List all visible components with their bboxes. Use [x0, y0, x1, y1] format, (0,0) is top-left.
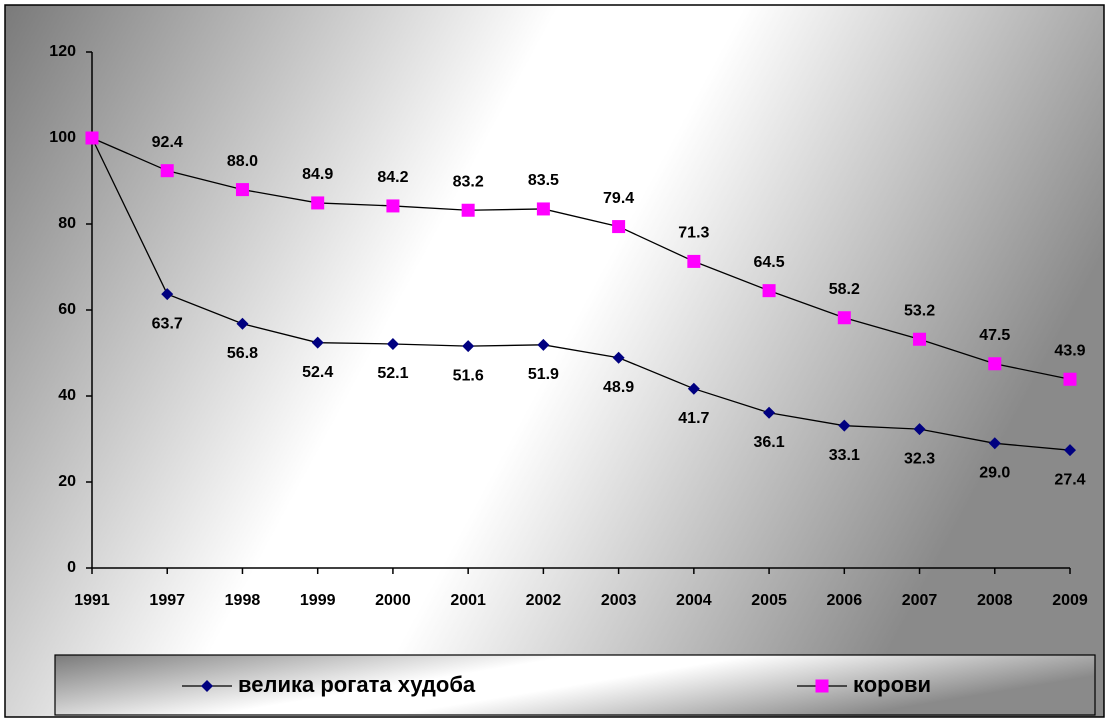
data-label: 83.5	[528, 172, 559, 189]
data-label: 83.2	[453, 173, 484, 190]
y-tick-label: 40	[58, 387, 76, 404]
y-tick-label: 0	[67, 559, 76, 576]
data-label: 36.1	[754, 434, 785, 451]
data-label: 92.4	[152, 134, 183, 151]
data-label: 29.0	[979, 465, 1010, 482]
marker	[311, 336, 324, 349]
data-label: 32.3	[904, 450, 935, 467]
marker	[988, 357, 1002, 371]
marker	[837, 311, 851, 325]
marker	[762, 284, 776, 298]
x-tick-label: 2000	[375, 592, 411, 609]
marker	[161, 288, 174, 301]
x-tick-label: 2008	[977, 592, 1013, 609]
data-label: 47.5	[979, 327, 1010, 344]
x-tick-label: 2006	[827, 592, 863, 609]
data-label: 71.3	[678, 225, 709, 242]
data-label: 48.9	[603, 379, 634, 396]
data-label: 52.1	[377, 365, 408, 382]
data-label: 63.7	[152, 315, 183, 332]
data-label: 33.1	[829, 447, 860, 464]
data-label: 58.2	[829, 281, 860, 298]
marker	[913, 332, 927, 346]
x-tick-label: 2009	[1052, 592, 1088, 609]
series-line	[91, 137, 1071, 451]
series-line	[91, 137, 1071, 380]
marker	[988, 437, 1001, 450]
marker	[235, 183, 249, 197]
x-tick-label: 1998	[225, 592, 261, 609]
legend-label: корови	[853, 672, 931, 697]
y-tick-label: 20	[58, 473, 76, 490]
legend-box	[54, 654, 1096, 716]
data-label: 88.0	[227, 153, 258, 170]
marker	[461, 203, 475, 217]
data-label: 84.2	[377, 169, 408, 186]
marker	[160, 164, 174, 178]
data-label: 53.2	[904, 302, 935, 319]
marker	[386, 199, 400, 213]
marker	[913, 423, 926, 436]
marker	[386, 337, 399, 350]
data-label: 51.9	[528, 366, 559, 383]
marker	[612, 220, 626, 234]
data-label: 43.9	[1054, 342, 1085, 359]
data-label: 64.5	[754, 254, 785, 271]
marker	[311, 196, 325, 210]
marker	[536, 202, 550, 216]
x-tick-label: 1991	[74, 592, 110, 609]
x-tick-label: 2002	[526, 592, 562, 609]
chart-background	[4, 4, 1105, 718]
legend-label: велика рогата худоба	[238, 672, 476, 697]
x-tick-label: 2007	[902, 592, 938, 609]
x-tick-label: 2005	[751, 592, 787, 609]
data-label: 79.4	[603, 190, 634, 207]
data-label: 84.9	[302, 166, 333, 183]
data-label: 51.6	[453, 367, 484, 384]
y-tick-label: 80	[58, 215, 76, 232]
marker	[612, 351, 625, 364]
x-tick-label: 1999	[300, 592, 336, 609]
marker	[687, 382, 700, 395]
marker	[687, 254, 701, 268]
marker	[1064, 444, 1076, 457]
marker	[537, 338, 550, 351]
data-label: 52.4	[302, 364, 333, 381]
marker	[763, 406, 776, 419]
y-tick-label: 100	[49, 129, 76, 146]
x-tick-label: 2003	[601, 592, 637, 609]
data-label: 27.4	[1054, 471, 1085, 488]
data-label: 41.7	[678, 410, 709, 427]
marker	[236, 317, 249, 330]
marker	[462, 340, 475, 353]
legend-marker	[201, 680, 213, 692]
marker	[85, 131, 99, 145]
marker	[1063, 372, 1077, 386]
legend-marker	[815, 679, 829, 693]
x-tick-label: 1997	[149, 592, 185, 609]
marker	[838, 419, 851, 432]
x-tick-label: 2004	[676, 592, 712, 609]
y-tick-label: 60	[58, 301, 76, 318]
y-tick-label: 120	[49, 43, 76, 60]
x-tick-label: 2001	[450, 592, 486, 609]
data-label: 56.8	[227, 345, 258, 362]
